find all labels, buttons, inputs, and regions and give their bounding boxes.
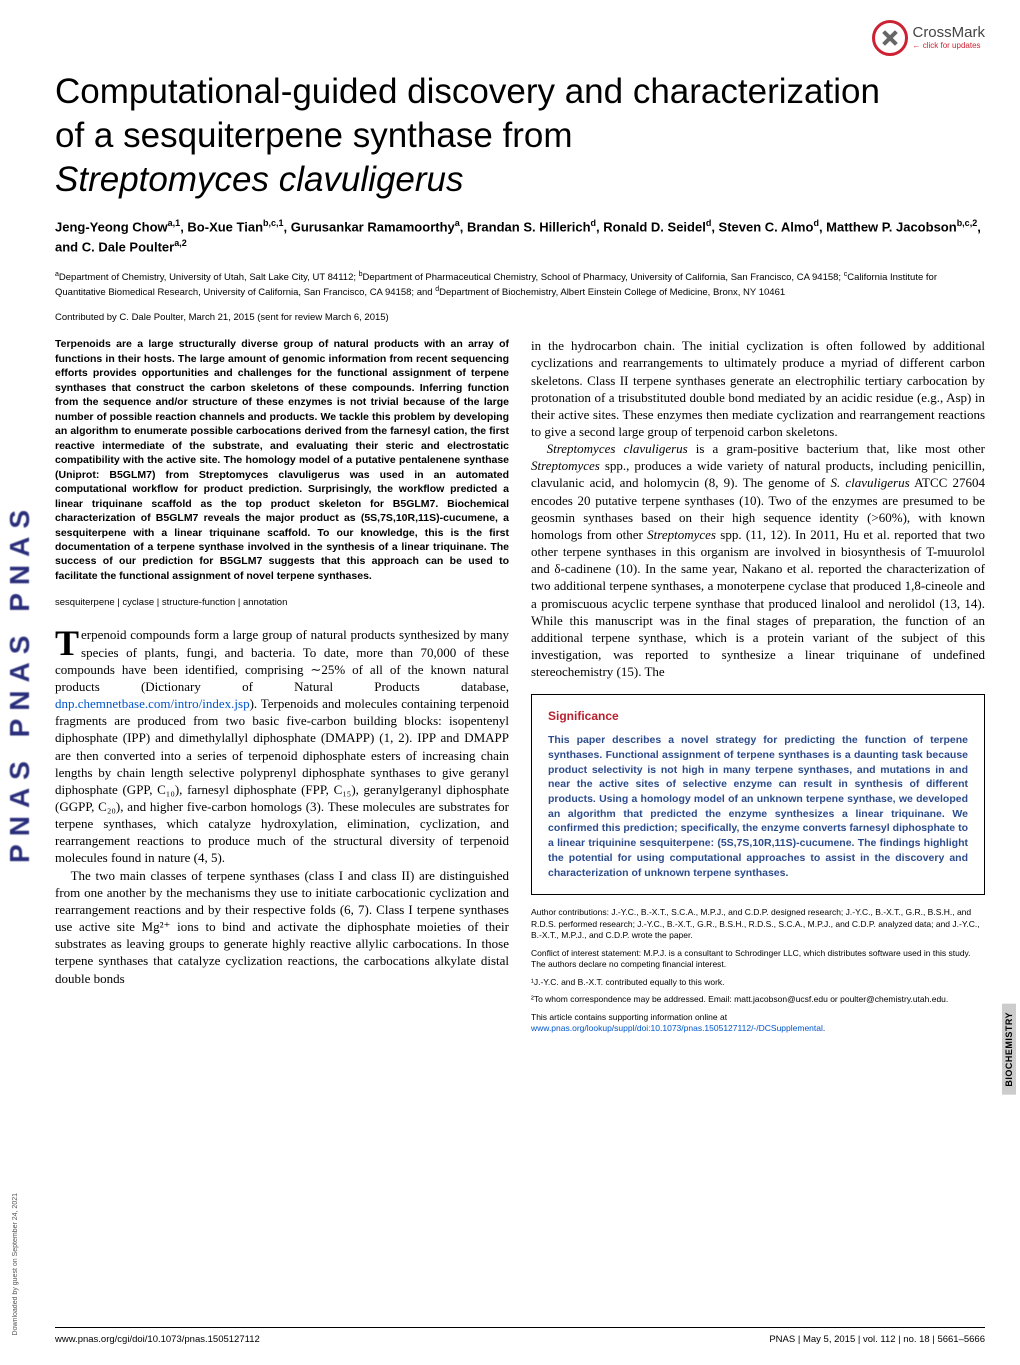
crossmark-label: CrossMark: [912, 25, 985, 42]
two-column-layout: Terpenoids are a large structurally dive…: [55, 337, 985, 1040]
article-title: Computational-guided discovery and chara…: [55, 70, 985, 201]
correspondence: ²To whom correspondence may be addressed…: [531, 994, 985, 1005]
author-list: Jeng-Yeong Chowa,1, Bo-Xue Tianb,c,1, Gu…: [55, 217, 985, 256]
crossmark-text: CrossMark ← click for updates: [912, 25, 985, 50]
crossmark-icon: [872, 20, 908, 56]
page-content: CrossMark ← click for updates Computatio…: [55, 20, 985, 1040]
author-contributions: Author contributions: J.-Y.C., B.-X.T., …: [531, 907, 985, 941]
footer-citation: PNAS | May 5, 2015 | vol. 112 | no. 18 |…: [769, 1334, 985, 1345]
crossmark-sublabel: ← click for updates: [912, 42, 985, 51]
body-right-para-1: in the hydrocarbon chain. The initial cy…: [531, 337, 985, 440]
pnas-logo-text: PNAS PNAS PNAS: [4, 502, 36, 863]
body-para-1: Terpenoid compounds form a large group o…: [55, 626, 509, 866]
si-link[interactable]: www.pnas.org/lookup/suppl/doi:10.1073/pn…: [531, 1023, 823, 1033]
body-right-para-2: Streptomyces clavuligerus is a gram-posi…: [531, 440, 985, 680]
body-text-right: in the hydrocarbon chain. The initial cy…: [531, 337, 985, 680]
abstract: Terpenoids are a large structurally dive…: [55, 337, 509, 583]
keywords: sesquiterpene | cyclase | structure-func…: [55, 597, 509, 608]
significance-title: Significance: [548, 709, 968, 723]
left-column: Terpenoids are a large structurally dive…: [55, 337, 509, 1040]
conflict-of-interest: Conflict of interest statement: M.P.J. i…: [531, 948, 985, 971]
title-line-1: Computational-guided discovery and chara…: [55, 72, 880, 111]
pnas-sidebar-logo: PNAS PNAS PNAS: [0, 0, 40, 1365]
page-footer: www.pnas.org/cgi/doi/10.1073/pnas.150512…: [55, 1327, 985, 1345]
contributed-line: Contributed by C. Dale Poulter, March 21…: [55, 312, 985, 323]
download-note: Downloaded by guest on September 24, 202…: [12, 1193, 19, 1335]
affiliations: aDepartment of Chemistry, University of …: [55, 270, 985, 300]
crossmark-badge[interactable]: CrossMark ← click for updates: [872, 20, 985, 56]
dnp-link[interactable]: dnp.chemnetbase.com/intro/index.jsp: [55, 696, 250, 711]
body-para-2: The two main classes of terpene synthase…: [55, 867, 509, 987]
section-tab-biochemistry: BIOCHEMISTRY: [1002, 1004, 1016, 1095]
title-line-3-italic: Streptomyces clavuligerus: [55, 160, 464, 199]
dropcap: T: [55, 626, 81, 659]
supporting-info: This article contains supporting informa…: [531, 1012, 985, 1035]
footer-doi: www.pnas.org/cgi/doi/10.1073/pnas.150512…: [55, 1334, 260, 1345]
significance-body: This paper describes a novel strategy fo…: [548, 733, 968, 880]
equal-contribution: ¹J.-Y.C. and B.-X.T. contributed equally…: [531, 977, 985, 988]
right-column: in the hydrocarbon chain. The initial cy…: [531, 337, 985, 1040]
significance-box: Significance This paper describes a nove…: [531, 694, 985, 895]
body-text-left: Terpenoid compounds form a large group o…: [55, 626, 509, 986]
title-line-2: of a sesquiterpene synthase from: [55, 116, 573, 155]
footnotes: Author contributions: J.-Y.C., B.-X.T., …: [531, 907, 985, 1034]
